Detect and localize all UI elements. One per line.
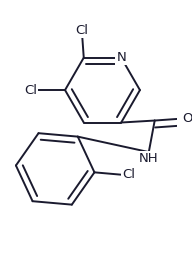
Text: O: O (182, 112, 192, 125)
Text: Cl: Cl (24, 84, 37, 97)
Text: N: N (116, 51, 126, 64)
Text: Cl: Cl (75, 24, 88, 37)
Text: NH: NH (139, 152, 159, 165)
Text: Cl: Cl (122, 168, 135, 181)
